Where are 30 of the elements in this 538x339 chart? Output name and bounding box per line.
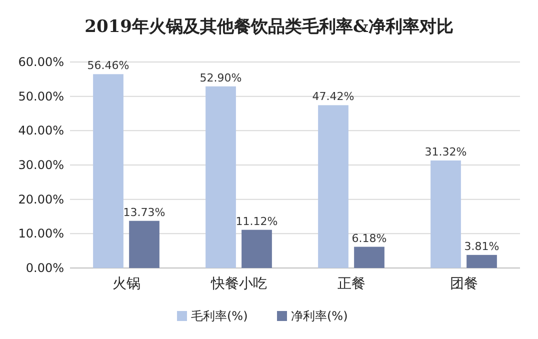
y-tick-label: 40.00%	[18, 124, 64, 138]
x-tick-label: 团餐	[450, 276, 478, 292]
y-tick-label: 30.00%	[18, 158, 64, 172]
bar	[206, 86, 236, 268]
bar	[354, 246, 384, 268]
legend-label: 净利率(%)	[291, 309, 348, 323]
data-label: 13.73%	[123, 206, 166, 219]
y-tick-label: 20.00%	[18, 192, 64, 206]
bar	[129, 220, 160, 268]
y-tick-label: 10.00%	[18, 226, 64, 241]
data-label: 52.90%	[200, 71, 242, 84]
legend-label: 毛利率(%)	[191, 309, 248, 323]
data-label: 11.12%	[236, 214, 278, 228]
bar	[466, 254, 497, 268]
data-label: 3.81%	[464, 240, 500, 253]
data-label: 47.42%	[312, 90, 354, 104]
data-label: 6.18%	[352, 232, 387, 245]
data-label: 56.46%	[87, 59, 130, 72]
y-tick-label: 60.00%	[18, 55, 64, 69]
bar	[93, 74, 124, 268]
bar	[242, 230, 272, 268]
x-tick-label: 正餐	[337, 276, 366, 292]
chart-title: 2019年火锅及其他餐饮品类毛利率&净利率对比	[84, 17, 454, 37]
y-tick-label: 50.00%	[18, 89, 64, 104]
data-label: 31.32%	[424, 145, 467, 158]
y-tick-label: 0.00%	[26, 261, 64, 275]
x-tick-label: 火锅	[112, 276, 140, 292]
x-tick-label: 快餐小吃	[210, 276, 267, 292]
bar	[430, 160, 461, 268]
bar	[318, 105, 348, 268]
